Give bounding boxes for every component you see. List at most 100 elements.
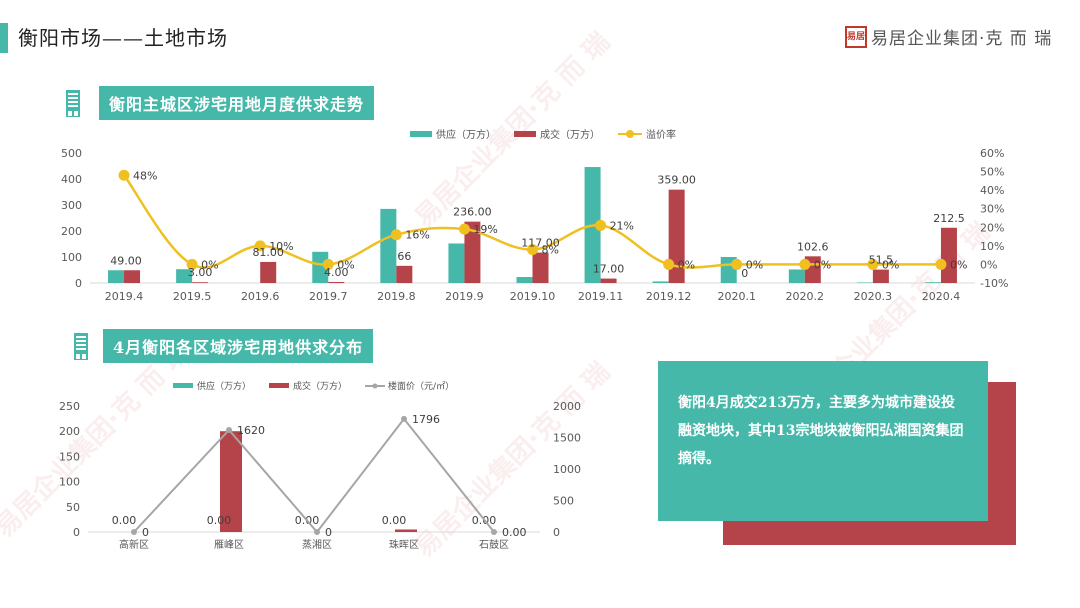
svg-text:117.00: 117.00 xyxy=(521,237,560,250)
legend-floor-price: 楼面价（元/㎡） xyxy=(365,379,454,392)
info-box: 衡阳4月成交213万方，主要多为城市建设投融资地块，其中13宗地块被衡阳弘湘国资… xyxy=(658,361,988,521)
legend-label: 溢价率 xyxy=(646,130,676,141)
svg-text:1796: 1796 xyxy=(412,413,440,426)
logo-seal-icon: 易居 xyxy=(845,25,867,48)
svg-text:0: 0 xyxy=(741,267,748,280)
logo-text: 易居企业集团·克 而 瑞 xyxy=(871,29,1053,49)
section2-header: 4月衡阳各区域涉宅用地供求分布 xyxy=(73,329,374,363)
legend-label: 供应（万方） xyxy=(197,382,252,392)
supply-swatch xyxy=(173,383,193,388)
deal-swatch xyxy=(269,383,290,388)
svg-text:0.00: 0.00 xyxy=(382,514,407,527)
building-icon xyxy=(74,333,88,360)
deal-swatch xyxy=(514,130,536,137)
svg-text:4.00: 4.00 xyxy=(324,266,349,279)
svg-text:500: 500 xyxy=(61,147,82,160)
legend-label: 供应（万方） xyxy=(436,130,496,141)
svg-text:0%: 0% xyxy=(678,258,695,271)
legend-label: 楼面价（元/㎡） xyxy=(388,382,455,392)
svg-text:1500: 1500 xyxy=(553,432,581,445)
svg-text:150: 150 xyxy=(59,450,80,463)
section1-title: 衡阳主城区涉宅用地月度供求走势 xyxy=(99,86,375,120)
svg-text:10%: 10% xyxy=(980,240,1004,253)
svg-text:3.00: 3.00 xyxy=(188,266,213,279)
svg-text:2019.4: 2019.4 xyxy=(105,290,144,303)
svg-text:2019.12: 2019.12 xyxy=(646,290,692,303)
svg-text:500: 500 xyxy=(553,495,574,508)
svg-text:2019.7: 2019.7 xyxy=(309,290,348,303)
svg-text:2019.5: 2019.5 xyxy=(173,290,212,303)
svg-text:300: 300 xyxy=(61,199,82,212)
legend-label: 成交（万方） xyxy=(540,130,600,141)
svg-text:250: 250 xyxy=(59,400,80,413)
svg-text:0%: 0% xyxy=(980,258,997,271)
svg-text:0: 0 xyxy=(325,526,332,539)
svg-text:雁峰区: 雁峰区 xyxy=(214,539,244,551)
company-logo: 易居 易居企业集团·克 而 瑞 xyxy=(845,24,1052,49)
svg-text:81.00: 81.00 xyxy=(252,246,284,259)
svg-text:2000: 2000 xyxy=(553,400,581,413)
svg-text:2020.4: 2020.4 xyxy=(922,290,961,303)
svg-text:0%: 0% xyxy=(950,258,967,271)
svg-text:51.5: 51.5 xyxy=(869,254,894,267)
svg-text:0%: 0% xyxy=(814,258,831,271)
svg-text:-10%: -10% xyxy=(980,277,1008,290)
section1-header: 衡阳主城区涉宅用地月度供求走势 xyxy=(65,86,375,120)
district-distribution-chart: 0 50 100 150 200 250 0 500 1000 1500 2000 高新区 0.00 雁峰… xyxy=(59,400,581,551)
svg-text:0: 0 xyxy=(142,526,149,539)
svg-text:359.00: 359.00 xyxy=(657,174,696,187)
svg-text:0%: 0% xyxy=(201,258,218,271)
svg-text:1620: 1620 xyxy=(237,424,265,437)
svg-text:102.6: 102.6 xyxy=(797,240,829,253)
svg-text:19%: 19% xyxy=(473,223,497,236)
svg-text:200: 200 xyxy=(59,425,80,438)
svg-text:2019.8: 2019.8 xyxy=(377,290,416,303)
section2-title: 4月衡阳各区域涉宅用地供求分布 xyxy=(103,329,374,363)
svg-text:8%: 8% xyxy=(542,244,559,257)
svg-text:0.00: 0.00 xyxy=(207,514,232,527)
chart2-legend: 供应（万方） 成交（万方） 楼面价（元/㎡） xyxy=(173,379,472,392)
svg-text:50: 50 xyxy=(66,501,80,514)
legend-supply: 供应（万方） xyxy=(173,379,251,392)
svg-text:50%: 50% xyxy=(980,166,1004,179)
info-text: 衡阳4月成交213万方，主要多为城市建设投融资地块，其中13宗地块被衡阳弘湘国资… xyxy=(678,395,964,467)
svg-text:0%: 0% xyxy=(337,258,354,271)
supply-swatch xyxy=(410,130,432,137)
svg-text:236.00: 236.00 xyxy=(453,206,492,219)
svg-text:2019.10: 2019.10 xyxy=(510,290,556,303)
building-icon xyxy=(66,90,80,117)
svg-text:49.00: 49.00 xyxy=(110,254,142,267)
svg-text:2020.2: 2020.2 xyxy=(786,290,825,303)
svg-text:66: 66 xyxy=(397,250,411,263)
svg-text:0.00: 0.00 xyxy=(502,526,527,539)
svg-text:0: 0 xyxy=(553,526,560,539)
svg-text:2020.3: 2020.3 xyxy=(854,290,893,303)
svg-text:2019.9: 2019.9 xyxy=(445,290,484,303)
svg-text:21%: 21% xyxy=(610,219,634,232)
svg-text:16%: 16% xyxy=(405,229,429,242)
svg-text:0%: 0% xyxy=(746,258,763,271)
svg-text:0.00: 0.00 xyxy=(112,514,137,527)
svg-text:2019.6: 2019.6 xyxy=(241,290,280,303)
svg-text:珠晖区: 珠晖区 xyxy=(389,538,419,551)
svg-text:30%: 30% xyxy=(980,203,1004,216)
svg-text:10%: 10% xyxy=(269,240,293,253)
title-accent-bar xyxy=(0,23,8,53)
legend-deal: 成交（万方） xyxy=(514,126,600,141)
chart1-legend: 供应（万方） 成交（万方） 溢价率 xyxy=(410,126,694,141)
svg-text:高新区: 高新区 xyxy=(119,538,149,551)
svg-text:1000: 1000 xyxy=(553,463,581,476)
svg-text:100: 100 xyxy=(59,476,80,489)
svg-text:400: 400 xyxy=(61,173,82,186)
svg-text:0: 0 xyxy=(73,526,80,539)
legend-premium: 溢价率 xyxy=(618,126,676,141)
legend-deal: 成交（万方） xyxy=(269,379,347,392)
svg-text:石鼓区: 石鼓区 xyxy=(479,538,509,551)
svg-text:0: 0 xyxy=(75,277,82,290)
legend-label: 成交（万方） xyxy=(293,382,348,392)
premium-line-icon xyxy=(618,129,642,138)
legend-supply: 供应（万方） xyxy=(410,126,496,141)
svg-text:2019.11: 2019.11 xyxy=(578,290,624,303)
svg-text:212.5: 212.5 xyxy=(933,212,965,225)
svg-text:40%: 40% xyxy=(980,184,1004,197)
